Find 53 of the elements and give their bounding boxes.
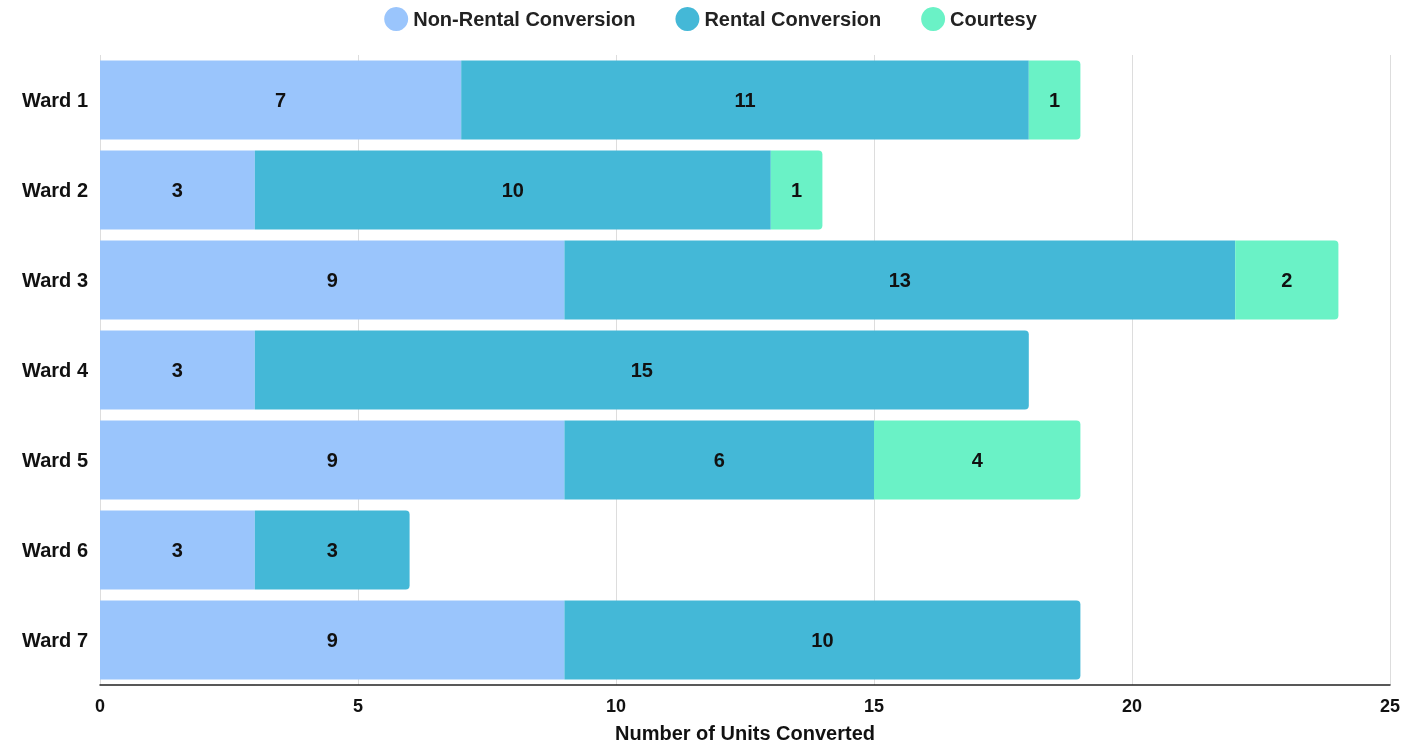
data-label: 9 — [326, 269, 338, 291]
y-tick-label: Ward 5 — [22, 449, 88, 471]
bar — [1235, 240, 1339, 320]
x-tick-label: 5 — [352, 696, 364, 716]
legend-label: Courtesy — [950, 8, 1038, 30]
bar — [254, 150, 771, 230]
data-label: 3 — [171, 539, 183, 561]
x-tick-label: 0 — [94, 696, 106, 716]
data-label: 10 — [811, 629, 834, 651]
data-label: 7 — [275, 89, 287, 111]
bar — [461, 60, 1029, 140]
x-tick-label: 15 — [863, 696, 885, 716]
data-label: 9 — [326, 449, 338, 471]
bar — [254, 510, 410, 590]
data-label: 3 — [171, 179, 183, 201]
bar — [100, 150, 255, 230]
x-tick-label: 25 — [1379, 696, 1401, 716]
data-label: 4 — [971, 449, 984, 471]
bar — [564, 420, 874, 500]
data-label: 3 — [326, 539, 338, 561]
bar — [254, 330, 1029, 410]
bar — [100, 240, 565, 320]
data-label: 9 — [326, 629, 338, 651]
bar — [1028, 60, 1081, 140]
data-label: 10 — [501, 179, 524, 201]
legend-label: Rental Conversion — [704, 8, 882, 30]
bar — [770, 150, 823, 230]
bar — [100, 600, 565, 680]
y-tick-label: Ward 4 — [22, 359, 89, 381]
data-label: 13 — [888, 269, 911, 291]
y-tick-label: Ward 6 — [22, 539, 88, 561]
bar — [564, 240, 1236, 320]
data-label: 2 — [1281, 269, 1293, 291]
legend-label: Non-Rental Conversion — [413, 8, 636, 30]
bar — [100, 420, 565, 500]
bar — [100, 510, 255, 590]
data-label: 6 — [713, 449, 725, 471]
bar — [874, 420, 1081, 500]
x-tick-label: 10 — [605, 696, 627, 716]
x-tick-label: 20 — [1121, 696, 1143, 716]
bar — [100, 60, 462, 140]
y-tick-label: Ward 7 — [22, 629, 88, 651]
y-tick-label: Ward 1 — [22, 89, 88, 111]
y-tick-label: Ward 2 — [22, 179, 88, 201]
x-axis-title: Number of Units Converted — [614, 722, 876, 744]
bar — [564, 600, 1081, 680]
bar — [100, 330, 255, 410]
data-label: 3 — [171, 359, 183, 381]
data-label: 1 — [791, 179, 803, 201]
data-label: 11 — [734, 89, 756, 111]
data-label: 1 — [1049, 89, 1061, 111]
data-label: 15 — [630, 359, 653, 381]
y-tick-label: Ward 3 — [22, 269, 88, 291]
